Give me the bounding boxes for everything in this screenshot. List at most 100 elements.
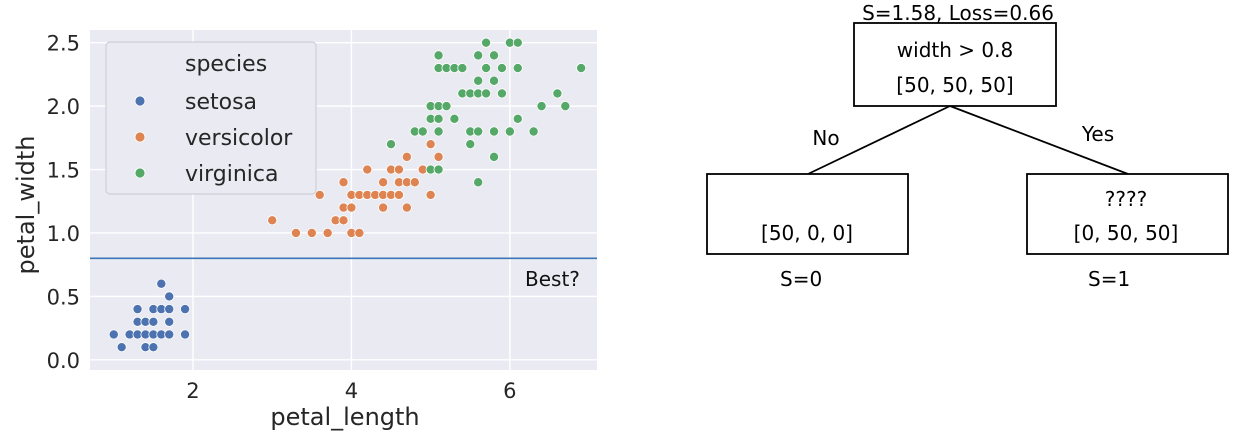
- y-tick-label: 2.5: [47, 32, 80, 56]
- scatter-point-setosa: [180, 329, 191, 340]
- edge-left: [807, 105, 951, 175]
- scatter-point-versicolor: [322, 227, 333, 238]
- legend-label-versicolor: versicolor: [185, 126, 293, 151]
- decision-tree: S=1.58, Loss=0.66 width > 0.8 [50, 50, 5…: [706, 1, 1229, 291]
- scatter-point-virginica: [473, 50, 484, 61]
- scatter-point-setosa: [164, 291, 175, 302]
- scatter-point-virginica: [433, 126, 444, 137]
- root-header: S=1.58, Loss=0.66: [862, 1, 1054, 25]
- x-tick-label: 2: [186, 379, 199, 403]
- scatter-point-setosa: [180, 304, 191, 315]
- scatter-point-virginica: [481, 37, 492, 48]
- scatter-point-virginica: [504, 126, 515, 137]
- left-counts: [50, 0, 0]: [761, 221, 853, 245]
- legend-marker-versicolor: [134, 131, 146, 143]
- legend: species setosa versicolor virginica: [105, 41, 317, 195]
- scatter-point-versicolor: [306, 227, 317, 238]
- x-tick-labels: 2 4 6: [186, 379, 516, 403]
- right-footer: S=1: [1088, 267, 1130, 291]
- root-counts: [50, 50, 50]: [896, 73, 1013, 97]
- scatter-point-virginica: [552, 88, 563, 99]
- scatter-point-versicolor: [378, 202, 389, 213]
- scatter-point-versicolor: [378, 177, 389, 188]
- scatter-point-virginica: [433, 113, 444, 124]
- scatter-point-virginica: [512, 113, 523, 124]
- x-tick-label: 6: [503, 379, 516, 403]
- best-annotation: Best?: [525, 267, 580, 291]
- scatter-point-versicolor: [338, 215, 349, 226]
- legend-marker-setosa: [134, 95, 146, 107]
- scatter-point-virginica: [473, 126, 484, 137]
- scatter-point-virginica: [433, 164, 444, 175]
- scatter-point-versicolor: [267, 215, 278, 226]
- legend-label-virginica: virginica: [185, 162, 279, 187]
- scatter-point-versicolor: [393, 189, 404, 200]
- scatter-plot: 0.0 0.5 1.0 1.5 2.0 2.5 2 4 6 Best? petal_lengt…: [12, 30, 597, 431]
- y-tick-labels: 0.0 0.5 1.0 1.5 2.0 2.5: [47, 32, 80, 373]
- scatter-point-versicolor: [362, 164, 373, 175]
- scatter-point-virginica: [489, 50, 500, 61]
- root-node: [853, 22, 1057, 107]
- scatter-point-virginica: [473, 177, 484, 188]
- y-tick-label: 0.0: [47, 349, 80, 373]
- right-node: [1026, 173, 1229, 255]
- scatter-point-virginica: [489, 75, 500, 86]
- scatter-point-virginica: [528, 126, 539, 137]
- scatter-point-versicolor: [401, 202, 412, 213]
- scatter-point-setosa: [132, 304, 143, 315]
- edge-left-label: No: [812, 126, 839, 150]
- scatter-point-versicolor: [393, 164, 404, 175]
- right-counts: [0, 50, 50]: [1074, 221, 1179, 245]
- left-footer: S=0: [780, 267, 822, 291]
- scatter-point-virginica: [489, 126, 500, 137]
- legend-label-setosa: setosa: [185, 90, 257, 115]
- scatter-point-virginica: [512, 63, 523, 74]
- scatter-point-virginica: [449, 113, 460, 124]
- legend-box: [105, 41, 317, 195]
- scatter-point-virginica: [441, 101, 452, 112]
- scatter-point-versicolor: [346, 202, 357, 213]
- edge-right: [949, 105, 1129, 175]
- scatter-point-setosa: [148, 316, 159, 327]
- x-axis-label: petal_length: [270, 403, 419, 431]
- scatter-point-virginica: [481, 88, 492, 99]
- scatter-point-virginica: [465, 139, 476, 150]
- scatter-point-virginica: [417, 126, 428, 137]
- x-tick-label: 4: [345, 379, 358, 403]
- legend-items: setosa versicolor virginica: [134, 90, 293, 187]
- scatter-point-setosa: [164, 316, 175, 327]
- scatter-point-setosa: [164, 329, 175, 340]
- right-condition: ????: [1105, 187, 1147, 211]
- legend-title: species: [185, 52, 267, 77]
- scatter-point-versicolor: [314, 189, 325, 200]
- scatter-point-versicolor: [433, 151, 444, 162]
- scatter-point-virginica: [512, 37, 523, 48]
- scatter-point-virginica: [433, 50, 444, 61]
- scatter-point-setosa: [108, 329, 119, 340]
- scatter-point-setosa: [156, 278, 167, 289]
- scatter-point-versicolor: [425, 139, 436, 150]
- scatter-point-setosa: [164, 304, 175, 315]
- scatter-point-setosa: [116, 342, 127, 353]
- y-tick-label: 2.0: [47, 95, 80, 119]
- scatter-point-versicolor: [425, 189, 436, 200]
- y-axis-label: petal_width: [12, 136, 40, 275]
- left-node: [706, 173, 909, 255]
- scatter-point-virginica: [386, 139, 397, 150]
- scatter-point-virginica: [496, 63, 507, 74]
- scatter-point-virginica: [489, 151, 500, 162]
- scatter-point-virginica: [560, 101, 571, 112]
- scatter-point-virginica: [473, 75, 484, 86]
- edge-right-label: Yes: [1081, 122, 1114, 146]
- scatter-point-virginica: [496, 88, 507, 99]
- scatter-point-virginica: [481, 63, 492, 74]
- scatter-point-setosa: [148, 342, 159, 353]
- root-condition: width > 0.8: [897, 38, 1013, 62]
- scatter-points: [108, 37, 587, 353]
- y-tick-label: 0.5: [47, 285, 80, 309]
- scatter-point-virginica: [457, 63, 468, 74]
- scatter-point-versicolor: [409, 177, 420, 188]
- scatter-point-versicolor: [354, 227, 365, 238]
- scatter-point-versicolor: [290, 227, 301, 238]
